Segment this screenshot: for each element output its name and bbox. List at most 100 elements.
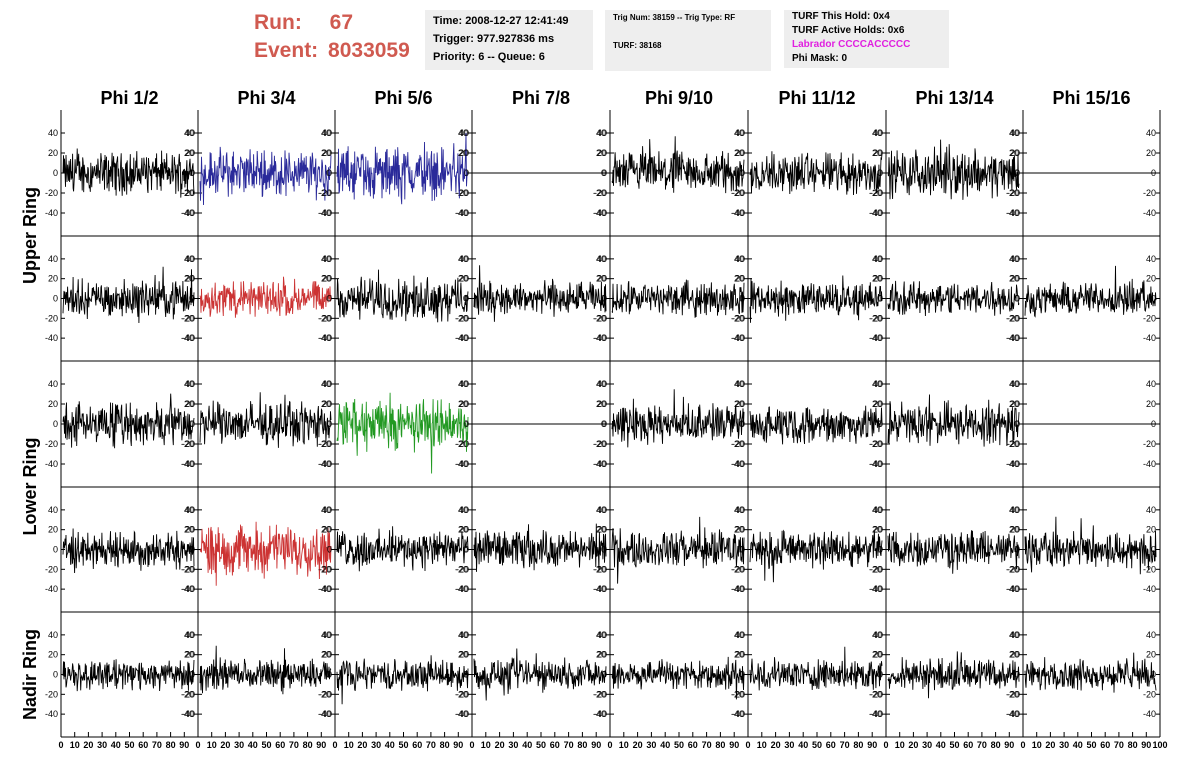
y-tick-label-right: 0 <box>877 294 882 304</box>
y-tick-label-right: 40 <box>734 505 744 515</box>
y-tick-label-left: -20 <box>594 689 607 699</box>
y-tick-label-left: -20 <box>594 564 607 574</box>
y-tick-label-left: 20 <box>459 274 469 284</box>
y-tick-label-left: 0 <box>464 545 469 555</box>
y-tick-label-right: -40 <box>318 584 331 594</box>
waveform-trace <box>473 648 607 701</box>
x-tick-label: 40 <box>111 740 121 750</box>
y-tick-label-right: 40 <box>321 128 331 138</box>
y-tick-label-right: -40 <box>1143 709 1156 719</box>
y-tick-label-right: -20 <box>731 313 744 323</box>
y-tick-label-right: -40 <box>731 709 744 719</box>
x-tick-label: 70 <box>289 740 299 750</box>
y-tick-label-right: 40 <box>1009 254 1019 264</box>
x-tick-label: 0 <box>195 740 200 750</box>
x-tick-label: 70 <box>426 740 436 750</box>
y-tick-label-right: 20 <box>1009 274 1019 284</box>
x-tick-label: 100 <box>1152 740 1167 750</box>
y-tick-label-right: 40 <box>1146 505 1156 515</box>
y-tick-label-right: -20 <box>455 439 468 449</box>
y-tick-label-left: -20 <box>594 439 607 449</box>
y-tick-label-right: 40 <box>1146 379 1156 389</box>
y-tick-label-right: -20 <box>869 313 882 323</box>
y-tick-label-left: 0 <box>1015 294 1020 304</box>
y-tick-label-right: 20 <box>872 274 882 284</box>
y-tick-label-right: 20 <box>734 274 744 284</box>
y-tick-label-left: -40 <box>456 208 469 218</box>
y-tick-label-left: -20 <box>1007 439 1020 449</box>
y-tick-label-left: -20 <box>319 439 332 449</box>
y-tick-label-right: -20 <box>1006 564 1019 574</box>
y-tick-label-right: -40 <box>181 584 194 594</box>
y-tick-label-left: -20 <box>45 564 58 574</box>
x-tick-label: 60 <box>550 740 560 750</box>
y-tick-label-right: 40 <box>321 379 331 389</box>
y-tick-label-right: -40 <box>731 208 744 218</box>
y-tick-label-right: -20 <box>869 439 882 449</box>
y-tick-label-right: 20 <box>184 399 194 409</box>
y-tick-label-left: 0 <box>740 294 745 304</box>
y-tick-label-right: -20 <box>1006 689 1019 699</box>
y-tick-label-right: -20 <box>593 689 606 699</box>
x-tick-label: 50 <box>1086 740 1096 750</box>
x-tick-label: 20 <box>83 740 93 750</box>
y-tick-label-left: 40 <box>322 505 332 515</box>
y-tick-label-left: -20 <box>1007 689 1020 699</box>
y-tick-label-right: 40 <box>596 630 606 640</box>
y-tick-label-right: -40 <box>869 709 882 719</box>
y-tick-label-left: 40 <box>1010 379 1020 389</box>
x-tick-label: 50 <box>949 740 959 750</box>
y-tick-label-left: 40 <box>597 128 607 138</box>
y-tick-label-left: -40 <box>319 459 332 469</box>
y-tick-label-left: 0 <box>602 168 607 178</box>
x-tick-label: 40 <box>936 740 946 750</box>
y-tick-label-right: 20 <box>734 525 744 535</box>
y-tick-label-left: 20 <box>48 525 58 535</box>
waveform-trace <box>199 146 332 206</box>
y-tick-label-left: -40 <box>732 333 745 343</box>
x-tick-label: 20 <box>357 740 367 750</box>
y-tick-label-left: 40 <box>459 254 469 264</box>
y-tick-label-left: 20 <box>322 399 332 409</box>
y-tick-label-left: 20 <box>1010 274 1020 284</box>
y-tick-label-left: -20 <box>870 313 883 323</box>
trig-num-text: Trig Num: 38159 -- Trig Type: RF <box>613 13 736 22</box>
y-tick-label-right: 40 <box>1146 630 1156 640</box>
y-tick-label-left: -20 <box>456 564 469 574</box>
x-tick-label: 0 <box>883 740 888 750</box>
y-tick-label-left: 40 <box>185 379 195 389</box>
x-tick-label: 50 <box>812 740 822 750</box>
y-tick-label-left: 40 <box>735 128 745 138</box>
column-header-8: Phi 15/16 <box>1052 88 1130 108</box>
y-tick-label-left: -20 <box>732 564 745 574</box>
y-tick-label-right: 20 <box>458 399 468 409</box>
y-tick-label-left: 0 <box>464 419 469 429</box>
y-tick-label-right: -40 <box>455 459 468 469</box>
y-tick-label-left: 0 <box>327 545 332 555</box>
y-tick-label-left: 0 <box>53 419 58 429</box>
y-tick-label-right: 20 <box>458 525 468 535</box>
y-tick-label-right: -20 <box>181 188 194 198</box>
y-tick-label-left: 0 <box>53 545 58 555</box>
y-tick-label-right: -40 <box>455 709 468 719</box>
waveform-trace <box>199 392 332 448</box>
y-tick-label-left: 20 <box>735 148 745 158</box>
y-tick-label-right: -20 <box>869 689 882 699</box>
x-tick-label: 80 <box>1128 740 1138 750</box>
y-tick-label-left: 20 <box>1010 525 1020 535</box>
y-tick-label-left: -20 <box>1007 564 1020 574</box>
y-tick-label-right: -40 <box>455 208 468 218</box>
x-tick-label: 50 <box>536 740 546 750</box>
y-tick-label-left: 20 <box>873 650 883 660</box>
y-tick-label-left: 0 <box>878 545 883 555</box>
y-tick-label-left: 0 <box>1015 168 1020 178</box>
y-tick-label-left: -40 <box>1007 208 1020 218</box>
y-tick-label-right: -20 <box>869 188 882 198</box>
waveform-trace <box>199 645 332 695</box>
event-number: 8033059 <box>328 39 410 62</box>
y-tick-label-left: -40 <box>732 709 745 719</box>
y-tick-label-right: 0 <box>1151 545 1156 555</box>
y-tick-label-left: 0 <box>327 168 332 178</box>
y-tick-label-left: 20 <box>48 148 58 158</box>
y-tick-label-right: 20 <box>1009 399 1019 409</box>
